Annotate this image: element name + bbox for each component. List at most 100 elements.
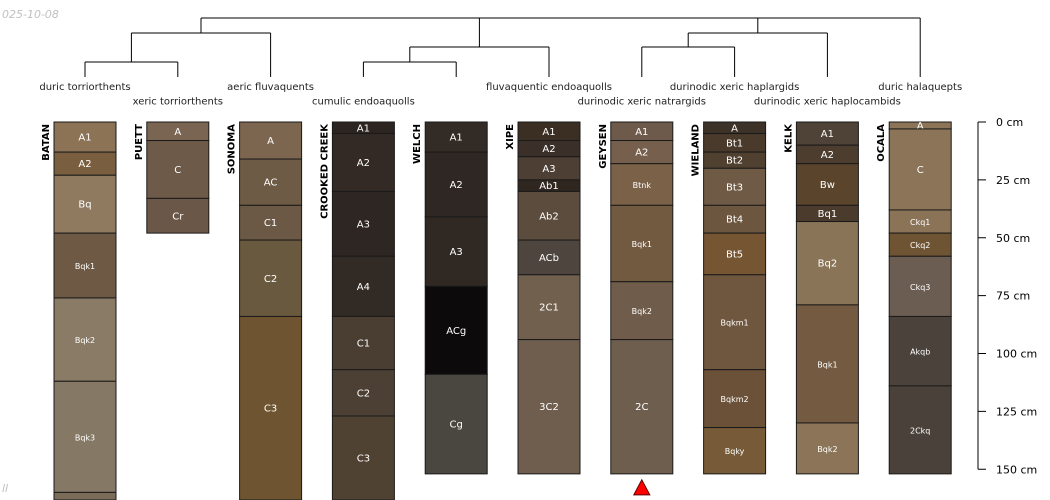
horizon-ocala-5 xyxy=(888,315,952,387)
horizon-label-wieland-7: Bqkm2 xyxy=(721,395,749,404)
profile-name-crooked-creek: CROOKED CREEK xyxy=(319,123,330,219)
depth-tick-label-25: 25 cm xyxy=(996,174,1030,187)
taxonomy-label-kelk: durinodic xeric haplocambids xyxy=(754,97,901,108)
horizon-xipe-4 xyxy=(517,190,581,241)
horizon-label-wieland-6: Bqkm1 xyxy=(721,319,749,328)
horizon-label-geysen-0: A1 xyxy=(635,127,648,138)
horizon-crooked-creek-4 xyxy=(331,315,395,371)
horizon-label-welch-4: Cg xyxy=(450,420,463,431)
horizon-label-kelk-0: A1 xyxy=(821,129,834,140)
horizon-wieland-5 xyxy=(703,232,767,276)
profile-name-xipe: XIPE xyxy=(505,124,516,150)
profile-name-sonoma: SONOMA xyxy=(227,124,238,175)
horizon-label-xipe-3: Ab1 xyxy=(539,181,559,192)
horizon-label-ocala-2: Ckq1 xyxy=(910,218,930,227)
horizon-label-wieland-2: Bt2 xyxy=(726,156,743,167)
taxonomy-label-puett: xeric torriorthents xyxy=(133,97,223,108)
horizon-wieland-7 xyxy=(703,369,767,429)
horizon-label-batan-1: A2 xyxy=(78,159,91,170)
horizon-wieland-8 xyxy=(703,427,767,475)
profile-name-geysen: GEYSEN xyxy=(598,124,609,169)
horizon-label-kelk-2: Bw xyxy=(820,180,835,191)
horizon-label-welch-2: A3 xyxy=(450,247,463,258)
depth-tick-label-150: 150 cm xyxy=(996,463,1037,476)
horizon-sonoma-0 xyxy=(239,121,303,160)
depth-tick-label-0: 0 cm xyxy=(996,116,1023,129)
horizon-label-crooked-creek-1: A2 xyxy=(357,158,370,169)
taxonomy-label-wieland: durinodic xeric haplargids xyxy=(670,82,800,93)
corner-text-bottom: ll xyxy=(2,482,9,495)
profile-name-kelk: KELK xyxy=(783,123,794,153)
horizon-label-wieland-5: Bt5 xyxy=(726,249,743,260)
horizon-welch-2 xyxy=(424,216,488,287)
horizon-welch-1 xyxy=(424,151,488,218)
horizon-puett-1 xyxy=(146,140,210,199)
depth-tick-label-125: 125 cm xyxy=(996,405,1037,418)
horizon-xipe-5 xyxy=(517,239,581,276)
horizon-label-batan-2: Bq xyxy=(78,200,91,211)
horizon-label-wieland-4: Bt4 xyxy=(726,215,743,226)
horizon-label-sonoma-1: AC xyxy=(264,178,278,189)
horizon-label-xipe-6: 2C1 xyxy=(539,303,559,314)
horizon-batan-0 xyxy=(53,121,117,153)
horizon-label-batan-0: A1 xyxy=(78,133,91,144)
horizon-label-crooked-creek-6: C3 xyxy=(357,454,370,465)
profile-name-batan: BATAN xyxy=(41,124,52,161)
horizon-welch-4 xyxy=(424,373,488,475)
depth-tick-label-50: 50 cm xyxy=(996,232,1030,245)
horizon-label-ocala-6: 2Ckq xyxy=(910,426,930,435)
horizon-label-kelk-5: Bqk1 xyxy=(817,360,837,369)
horizon-label-wieland-3: Bt3 xyxy=(726,182,743,193)
horizon-label-kelk-6: Bqk2 xyxy=(817,445,837,454)
horizon-label-geysen-2: Btnk xyxy=(633,181,652,190)
horizon-label-sonoma-4: C3 xyxy=(264,404,277,415)
horizon-label-batan-5: Bqk3 xyxy=(75,433,95,442)
horizon-wieland-6 xyxy=(703,274,767,371)
horizon-ocala-6 xyxy=(888,385,952,475)
horizon-label-ocala-3: Ckq2 xyxy=(910,241,930,250)
profile-name-ocala: OCALA xyxy=(876,124,887,162)
horizon-label-geysen-5: 2C xyxy=(635,402,648,413)
horizon-label-crooked-creek-0: A1 xyxy=(357,123,370,134)
horizon-crooked-creek-5 xyxy=(331,369,395,417)
horizon-label-sonoma-2: C1 xyxy=(264,218,277,229)
taxonomy-label-geysen: durinodic xeric natrargids xyxy=(578,97,706,108)
horizon-geysen-5 xyxy=(610,339,674,475)
horizon-crooked-creek-6 xyxy=(331,415,395,500)
horizon-wieland-3 xyxy=(703,167,767,206)
horizon-batan-6 xyxy=(53,491,117,500)
horizon-batan-5 xyxy=(53,380,117,493)
horizon-sonoma-4 xyxy=(239,315,303,500)
horizon-geysen-4 xyxy=(610,281,674,341)
horizon-label-ocala-5: Akqb xyxy=(910,348,930,357)
taxonomy-label-ocala: duric halaquepts xyxy=(878,82,962,93)
horizon-label-puett-0: A xyxy=(174,127,181,138)
horizon-label-xipe-4: Ab2 xyxy=(539,211,559,222)
horizon-label-xipe-7: 3C2 xyxy=(539,402,559,413)
horizon-label-welch-1: A2 xyxy=(450,180,463,191)
profile-name-wieland: WIELAND xyxy=(691,124,702,176)
horizon-label-puett-1: C xyxy=(174,165,181,176)
horizon-label-puett-2: Cr xyxy=(172,211,184,222)
horizon-ocala-1 xyxy=(888,128,952,211)
horizon-label-geysen-3: Bqk1 xyxy=(632,240,652,249)
horizon-xipe-7 xyxy=(517,339,581,475)
horizon-batan-3 xyxy=(53,232,117,299)
taxonomy-label-sonoma: aeric fluvaquents xyxy=(227,82,314,93)
horizon-label-xipe-5: ACb xyxy=(539,253,559,264)
horizon-batan-4 xyxy=(53,297,117,382)
horizon-label-kelk-4: Bq2 xyxy=(818,259,838,270)
horizon-sonoma-2 xyxy=(239,204,303,241)
horizon-kelk-4 xyxy=(795,221,859,306)
depth-tick-label-75: 75 cm xyxy=(996,290,1030,303)
horizon-welch-0 xyxy=(424,121,488,153)
corner-text-top: 025-10-08 xyxy=(2,8,59,21)
horizon-label-ocala-0: A xyxy=(917,121,924,132)
taxonomy-label-crooked-creek: cumulic endoaquolls xyxy=(312,97,415,108)
horizon-sonoma-3 xyxy=(239,239,303,317)
horizon-kelk-6 xyxy=(795,422,859,475)
horizon-label-batan-3: Bqk1 xyxy=(75,262,95,271)
horizon-label-kelk-3: Bq1 xyxy=(818,209,838,220)
horizon-label-geysen-4: Bqk2 xyxy=(632,307,652,316)
